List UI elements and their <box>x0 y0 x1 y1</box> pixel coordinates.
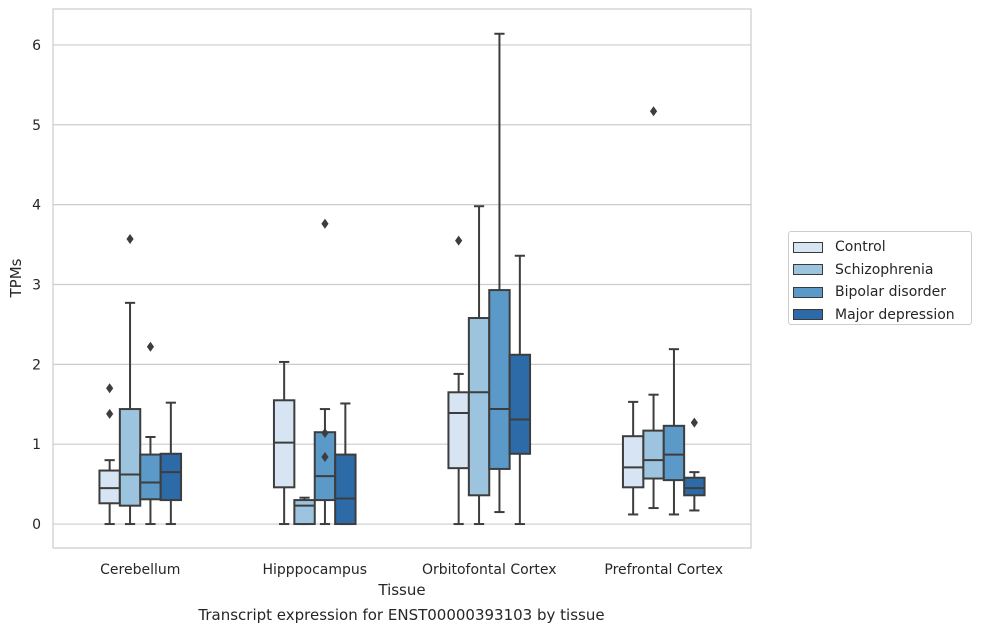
box <box>98 383 121 526</box>
box-body <box>508 353 532 455</box>
box-body <box>293 499 316 526</box>
y-tick-label: 6 <box>32 38 41 54</box>
legend-label: Bipolar disorder <box>835 284 947 301</box>
box-body <box>467 317 491 497</box>
box-body <box>334 453 357 526</box>
series-control <box>98 235 645 526</box>
legend-item: Bipolar disorder <box>793 281 971 304</box>
x-tick-label: Hipppocampus <box>262 562 367 578</box>
y-axis-label: TPMs <box>7 258 25 298</box>
box-body <box>272 399 296 489</box>
box-body <box>662 424 686 482</box>
box-body <box>683 476 706 497</box>
outlier-point <box>146 341 155 352</box>
box-body <box>642 429 665 480</box>
box <box>159 401 183 526</box>
y-tick-label: 3 <box>32 277 41 293</box>
y-tick-label: 4 <box>32 198 41 214</box>
outlier-point <box>106 383 114 394</box>
box-series-group <box>98 32 706 526</box>
legend-label: Major depression <box>835 306 955 323</box>
series-major-depression <box>159 254 706 526</box>
box-body <box>488 289 511 470</box>
box-body <box>139 453 162 501</box>
legend-swatch <box>793 309 823 321</box>
box <box>467 205 491 526</box>
x-tick-labels: Cerebellum Hipppocampus Orbitofontal Corte… <box>100 562 723 578</box>
outlier-point <box>106 408 114 419</box>
outlier-point <box>126 233 134 244</box>
legend-item: Control <box>793 236 971 259</box>
box-body <box>118 408 142 507</box>
legend-label: Control <box>835 239 886 256</box>
box <box>683 417 706 512</box>
y-tick-label: 1 <box>32 437 41 453</box>
box-body <box>621 435 645 489</box>
legend-item: Major depression <box>793 304 971 327</box>
outlier-point <box>321 428 329 439</box>
x-tick-label: Orbitofontal Cortex <box>422 562 557 578</box>
y-tick-label: 2 <box>32 357 41 373</box>
box <box>272 360 296 526</box>
series-schizophrenia <box>118 106 665 526</box>
legend-label: Schizophrenia <box>835 261 934 278</box>
legend: Control Schizophrenia Bipolar disorder Majo… <box>788 231 972 325</box>
box <box>662 348 686 516</box>
series-bipolar-disorder <box>139 32 686 526</box>
box <box>621 400 645 516</box>
legend-item: Schizophrenia <box>793 259 971 282</box>
box-body <box>98 469 121 505</box>
box-body <box>447 391 470 470</box>
figure-caption: Transcript expression for ENST0000039310… <box>198 606 605 624</box>
legend-swatch <box>793 264 823 276</box>
box <box>293 496 316 526</box>
y-tick-labels: 0 1 2 3 4 5 6 <box>32 38 41 533</box>
outlier-point <box>321 451 329 462</box>
outlier-point <box>649 106 658 117</box>
outlier-point <box>321 218 329 229</box>
box <box>334 402 357 526</box>
x-tick-label: Cerebellum <box>100 562 180 578</box>
plot-frame <box>52 8 752 549</box>
legend-swatch <box>793 286 823 298</box>
outlier-point <box>455 235 463 246</box>
y-tick-label: 0 <box>32 517 41 533</box>
y-tick-label: 5 <box>32 118 41 134</box>
box <box>642 106 665 510</box>
x-tick-label: Prefrontal Cortex <box>604 562 723 578</box>
outlier-point <box>690 417 698 428</box>
box <box>118 233 142 526</box>
x-axis-label: Tissue <box>377 581 425 599</box>
box <box>508 254 532 526</box>
box-body <box>159 452 183 502</box>
box-body <box>313 431 337 502</box>
legend-swatch <box>793 241 823 253</box>
